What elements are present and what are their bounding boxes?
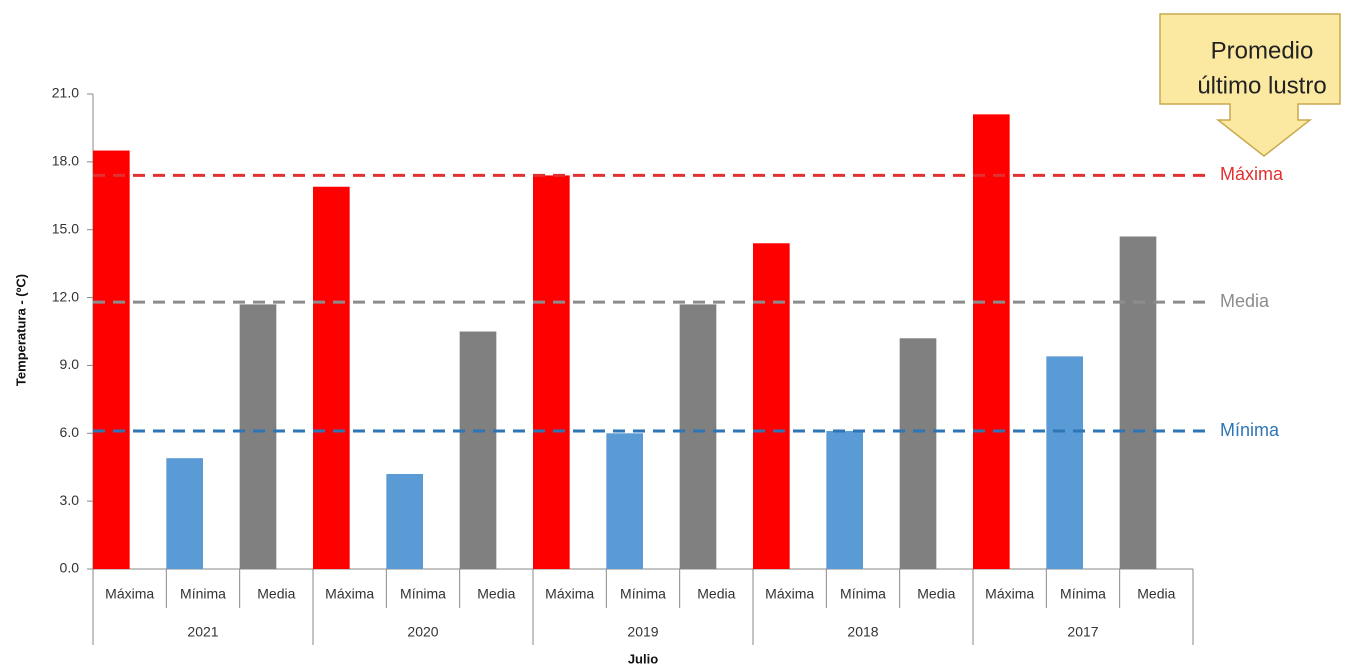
x-axis-title: Julio — [628, 651, 658, 666]
x-tick-label: Mínima — [1060, 586, 1106, 602]
x-tick-label: Media — [1137, 586, 1175, 602]
x-group-label: 2019 — [627, 624, 658, 640]
x-tick-label: Máxima — [985, 586, 1034, 602]
bar — [313, 186, 350, 569]
bar — [1046, 356, 1083, 569]
callout-text: último lustro — [1197, 72, 1326, 99]
x-tick-label: Mínima — [180, 586, 226, 602]
y-tick-label: 9.0 — [60, 356, 80, 372]
bar — [386, 474, 423, 569]
y-tick-label: 18.0 — [52, 153, 79, 169]
y-tick-label: 12.0 — [52, 288, 79, 304]
x-group-label: 2017 — [1067, 624, 1098, 640]
reference-label: Mínima — [1220, 420, 1280, 440]
bar — [166, 458, 203, 569]
y-tick-label: 21.0 — [52, 85, 79, 101]
bar — [1119, 236, 1157, 569]
x-tick-label: Mínima — [620, 586, 666, 602]
x-tick-label: Máxima — [545, 586, 594, 602]
bar — [93, 150, 130, 570]
callout-box — [1159, 13, 1341, 157]
x-tick-label: Máxima — [325, 586, 374, 602]
x-group-label: 2020 — [407, 624, 438, 640]
x-tick-label: Media — [477, 586, 515, 602]
y-tick-label: 0.0 — [60, 560, 80, 576]
bar — [899, 338, 937, 569]
x-tick-label: Mínima — [840, 586, 886, 602]
x-tick-label: Media — [917, 586, 955, 602]
x-tick-label: Mínima — [400, 586, 446, 602]
bar — [606, 433, 643, 569]
x-group-label: 2021 — [187, 624, 218, 640]
bar — [459, 331, 497, 569]
x-tick-label: Media — [697, 586, 735, 602]
reference-label: Media — [1220, 291, 1270, 311]
y-axis-title: Temperatura - (ºC) — [13, 274, 28, 386]
x-tick-label: Media — [257, 586, 295, 602]
bar — [826, 431, 863, 569]
y-tick-label: 6.0 — [60, 424, 80, 440]
y-tick-label: 3.0 — [60, 492, 80, 508]
reference-label: Máxima — [1220, 164, 1284, 184]
bar — [239, 304, 277, 569]
x-tick-label: Máxima — [765, 586, 814, 602]
x-tick-label: Máxima — [105, 586, 154, 602]
y-tick-label: 15.0 — [52, 220, 79, 236]
bar — [533, 175, 570, 569]
bar — [753, 243, 790, 570]
x-group-label: 2018 — [847, 624, 878, 640]
callout-text: Promedio — [1211, 37, 1314, 64]
bar — [973, 114, 1010, 569]
bar — [679, 304, 717, 569]
